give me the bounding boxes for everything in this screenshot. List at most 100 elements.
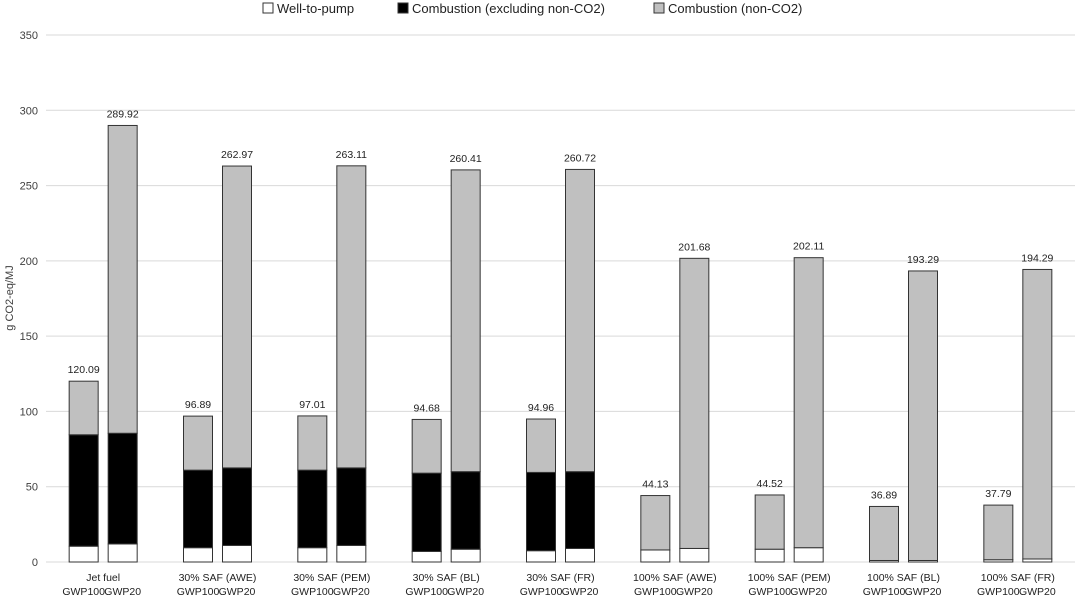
bar-segment-non-co2 [869,505,899,561]
bar-segment-well-to-pump [640,549,671,563]
bar-segment-non-co2 [297,415,328,471]
bar-segment-non-co2 [1022,268,1053,560]
bar-segment-combustion-co2 [565,471,595,549]
bar-segment-well-to-pump [222,544,252,563]
bar-segment-non-co2 [107,124,138,434]
metric-label: GWP100 [177,586,220,597]
bar-group: 94.96 260.72 [526,152,596,563]
bar-segment-well-to-pump [565,547,595,563]
category-label: 30% SAF (AWE) [179,572,257,584]
bar-segment-well-to-pump [297,547,328,563]
data-label: 194.29 [1021,252,1053,264]
legend-label: Combustion (excluding non-CO2) [412,1,605,16]
data-label: 96.89 [185,399,211,411]
metric-label: GWP100 [520,586,563,597]
bar-segment-well-to-pump [68,545,99,563]
category-label: 100% SAF (FR) [981,572,1055,584]
data-label: 36.89 [871,489,897,501]
legend-label: Well-to-pump [277,1,354,16]
legend-item-non-co2: Combustion (non-CO2) [653,1,802,16]
metric-label: GWP100 [291,586,334,597]
bar-segment-well-to-pump [411,550,442,563]
metric-label: GWP100 [405,586,448,597]
data-label: 260.41 [450,153,482,165]
bar-group: 97.01 263.11 [297,149,367,563]
data-label: 260.72 [564,152,596,164]
bar-segment-combustion-co2 [411,472,442,552]
metric-label: GWP20 [104,586,141,597]
bar-segment-non-co2 [411,418,442,474]
metric-label: GWP100 [977,586,1020,597]
y-tick-label: 100 [20,406,38,418]
bar-segment-non-co2 [450,169,481,473]
metric-label: GWP20 [790,586,827,597]
legend-swatch [653,2,665,14]
bar-segment-well-to-pump [450,548,481,563]
bar-segment-non-co2 [183,415,213,471]
data-label: 262.97 [221,149,253,161]
bar-segment-non-co2 [908,270,938,561]
metric-label: GWP100 [863,586,906,597]
data-label: 97.01 [299,399,325,411]
category-label: 100% SAF (AWE) [633,572,717,584]
gridlines [46,34,1075,563]
legend-item-combustion-co2: Combustion (excluding non-CO2) [397,1,605,16]
bar-group: 44.52 202.11 [754,241,824,563]
bar-segment-combustion-co2 [336,467,367,546]
bar-segment-combustion-co2 [297,469,328,549]
metric-label: GWP20 [1019,586,1056,597]
bar-segment-well-to-pump [793,547,824,563]
bar-segment-well-to-pump [336,544,367,563]
bar-segment-well-to-pump [183,547,213,563]
category-label: 30% SAF (BL) [413,572,480,584]
metric-label: GWP20 [447,586,484,597]
category-label: 30% SAF (FR) [526,572,594,584]
bar-group: 120.09 289.92 [68,108,139,563]
bar-segment-well-to-pump [679,547,710,563]
bar-segment-combustion-co2 [68,434,99,547]
metric-label: GWP20 [676,586,713,597]
legend-swatch [397,2,409,14]
bar-segment-non-co2 [222,165,252,469]
bar-segment-non-co2 [526,418,556,473]
y-tick-label: 0 [32,557,38,569]
data-label: 201.68 [678,241,710,253]
bar-group: 44.13 201.68 [640,241,711,563]
bar-segment-combustion-co2 [222,467,252,546]
category-label: Jet fuel [86,572,120,584]
category-label: 30% SAF (PEM) [293,572,370,584]
bar-group: 94.68 260.41 [411,153,482,563]
data-label: 263.11 [336,149,367,161]
y-tick-label: 200 [20,256,38,268]
bar-segment-combustion-co2 [450,471,481,550]
data-label: 94.96 [528,402,554,414]
y-tick-label: 250 [20,181,38,193]
data-label: 202.11 [793,241,824,253]
legend-item-well-to-pump: Well-to-pump [262,1,354,16]
metric-label: GWP20 [333,586,370,597]
bar-group: 96.89 262.97 [183,149,253,563]
y-tick-label: 300 [20,105,38,117]
bar-group: 36.89 193.29 [869,254,939,563]
data-label: 193.29 [907,254,939,266]
legend-label: Combustion (non-CO2) [668,1,802,16]
legend-swatch [262,2,274,14]
metric-label: GWP100 [62,586,105,597]
metric-label: GWP100 [748,586,791,597]
bar-segment-non-co2 [565,168,595,473]
data-label: 37.79 [985,488,1011,500]
bar-segment-non-co2 [983,504,1014,561]
data-label: 44.52 [757,478,783,490]
bar-segment-well-to-pump [107,543,138,563]
data-label: 289.92 [107,108,139,120]
data-label: 44.13 [642,479,668,491]
bars: 120.09 289.92 96.89 262.97 97.01 263.11 94.68 2… [68,108,1054,563]
y-tick-label: 350 [20,30,38,42]
bar-segment-well-to-pump [754,548,785,563]
bar-segment-non-co2 [336,165,367,469]
y-tick-label: 150 [20,331,38,343]
category-label: 100% SAF (BL) [867,572,940,584]
bar-segment-combustion-co2 [183,469,213,549]
